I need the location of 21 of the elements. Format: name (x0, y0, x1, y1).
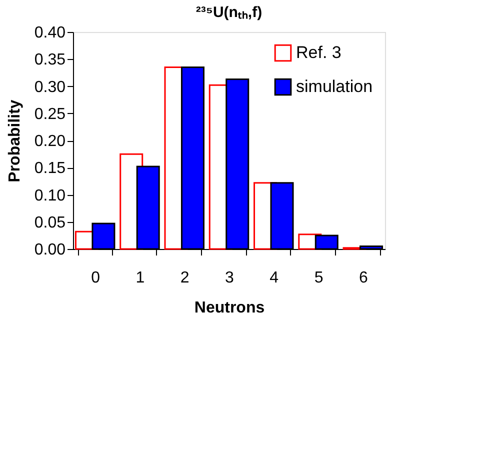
y-tick-label: 0.25 (34, 106, 66, 123)
legend-label: simulation (296, 77, 373, 96)
y-tick-label: 0.30 (34, 78, 66, 96)
legend-label: Ref. 3 (296, 43, 342, 62)
y-tick-label: 0.40 (34, 24, 66, 42)
y-tick-label: 0.00 (34, 242, 66, 258)
x-tick-label: 1 (136, 270, 145, 286)
y-tick-label: 0.15 (34, 160, 66, 178)
x-tick-label: 6 (358, 270, 368, 286)
x-tick-label: 0 (91, 270, 100, 286)
x-tick-label: 3 (225, 270, 234, 286)
x-tick-label: 4 (270, 270, 279, 286)
x-axis-title: Neutrons (194, 300, 265, 316)
y-tick-label: 0.35 (34, 52, 66, 69)
x-tick-label: 5 (314, 270, 324, 286)
y-axis-title: Probability (6, 100, 24, 182)
y-tick-label: 0.20 (34, 133, 66, 150)
y-tick-label: 0.05 (34, 214, 66, 232)
chart-title: ²³⁵U(nₜₕ,f) (196, 4, 262, 21)
y-tick-label: 0.10 (34, 187, 66, 204)
x-tick-label: 2 (180, 270, 190, 286)
